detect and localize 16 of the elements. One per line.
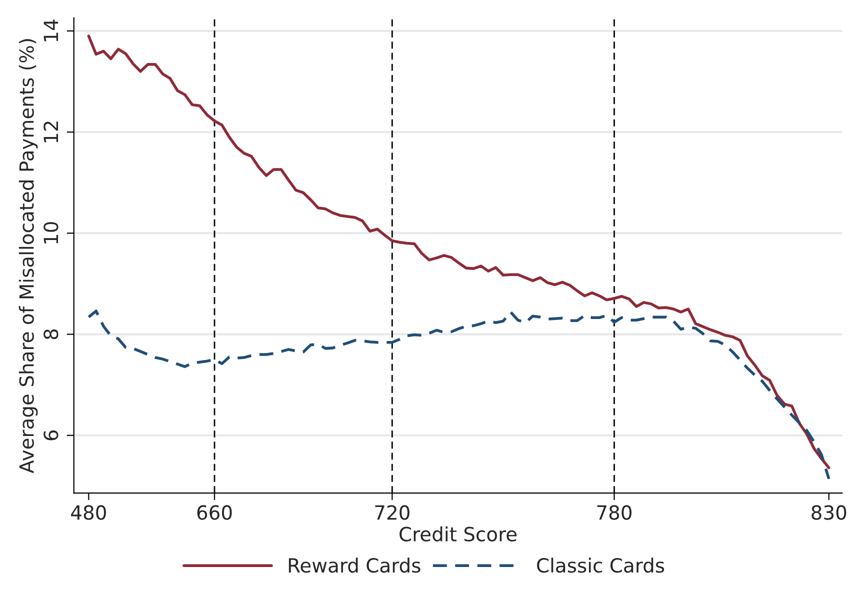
x-axis-title: Credit Score (400, 526, 517, 542)
x-tick-label: 480 (71, 505, 106, 520)
legend-label: Classic Cards (537, 558, 664, 573)
x-tick-label: 830 (812, 505, 846, 520)
y-axis-title: Average Share of Misallocated Payments (%) (18, 39, 38, 474)
y-tick-label: 8 (44, 329, 58, 340)
y-tick-label: 6 (44, 430, 58, 440)
x-tick-label: 780 (597, 505, 632, 520)
x-tick-label: 720 (375, 505, 410, 520)
line-series (87, 310, 830, 480)
y-tick-label: 14 (44, 20, 58, 42)
x-tick-label: 660 (197, 505, 232, 520)
y-tick-label: 12 (44, 122, 58, 142)
line-series (87, 34, 830, 470)
legend-label: Reward Cards (288, 558, 420, 573)
y-tick-label: 10 (44, 222, 58, 244)
